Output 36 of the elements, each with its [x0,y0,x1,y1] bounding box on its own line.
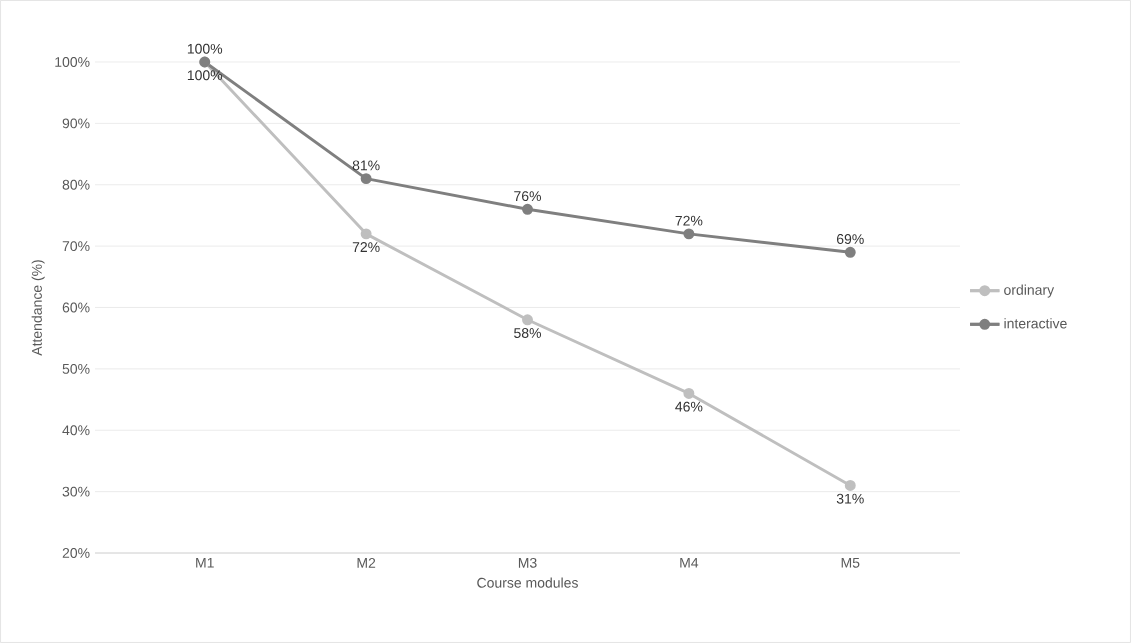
data-label: 46% [675,401,703,412]
data-label: 58% [514,328,542,338]
y-axis-title: Attendance (%) [31,260,45,356]
y-tick-label: 70% [62,241,90,252]
x-axis-title: Course modules [477,577,578,588]
data-label: 81% [352,160,380,171]
y-tick-label: 60% [62,302,90,313]
point [522,314,533,326]
point [683,387,695,399]
data-label: 31% [836,493,864,504]
y-tick-label: 90% [62,118,90,129]
point [844,480,856,491]
y-tick-label: 80% [62,179,90,190]
x-tick-label: M3 [518,557,537,568]
data-label: 72% [352,242,380,252]
data-label: 76% [514,191,542,202]
x-tick-label: M5 [841,557,860,568]
y-tick-label: 20% [62,548,90,558]
y-tick-label: 30% [62,486,90,497]
point [683,228,695,240]
y-tick-label: 50% [62,363,90,374]
point [360,173,372,185]
data-label: 72% [675,215,703,226]
data-label: 69% [836,234,864,244]
legend-label: ordinary [1004,284,1055,298]
y-tick-label: 100% [55,57,90,67]
legend-label: interactive [1004,318,1067,329]
data-label: 100% [187,70,223,81]
point [844,246,856,258]
x-tick-label: M4 [680,557,699,568]
x-tick-label: M2 [357,557,376,568]
point [522,203,533,215]
x-tick-label: M1 [196,557,214,568]
point [360,228,372,240]
y-tick-label: 40% [62,425,90,436]
data-label: 100% [187,43,223,54]
